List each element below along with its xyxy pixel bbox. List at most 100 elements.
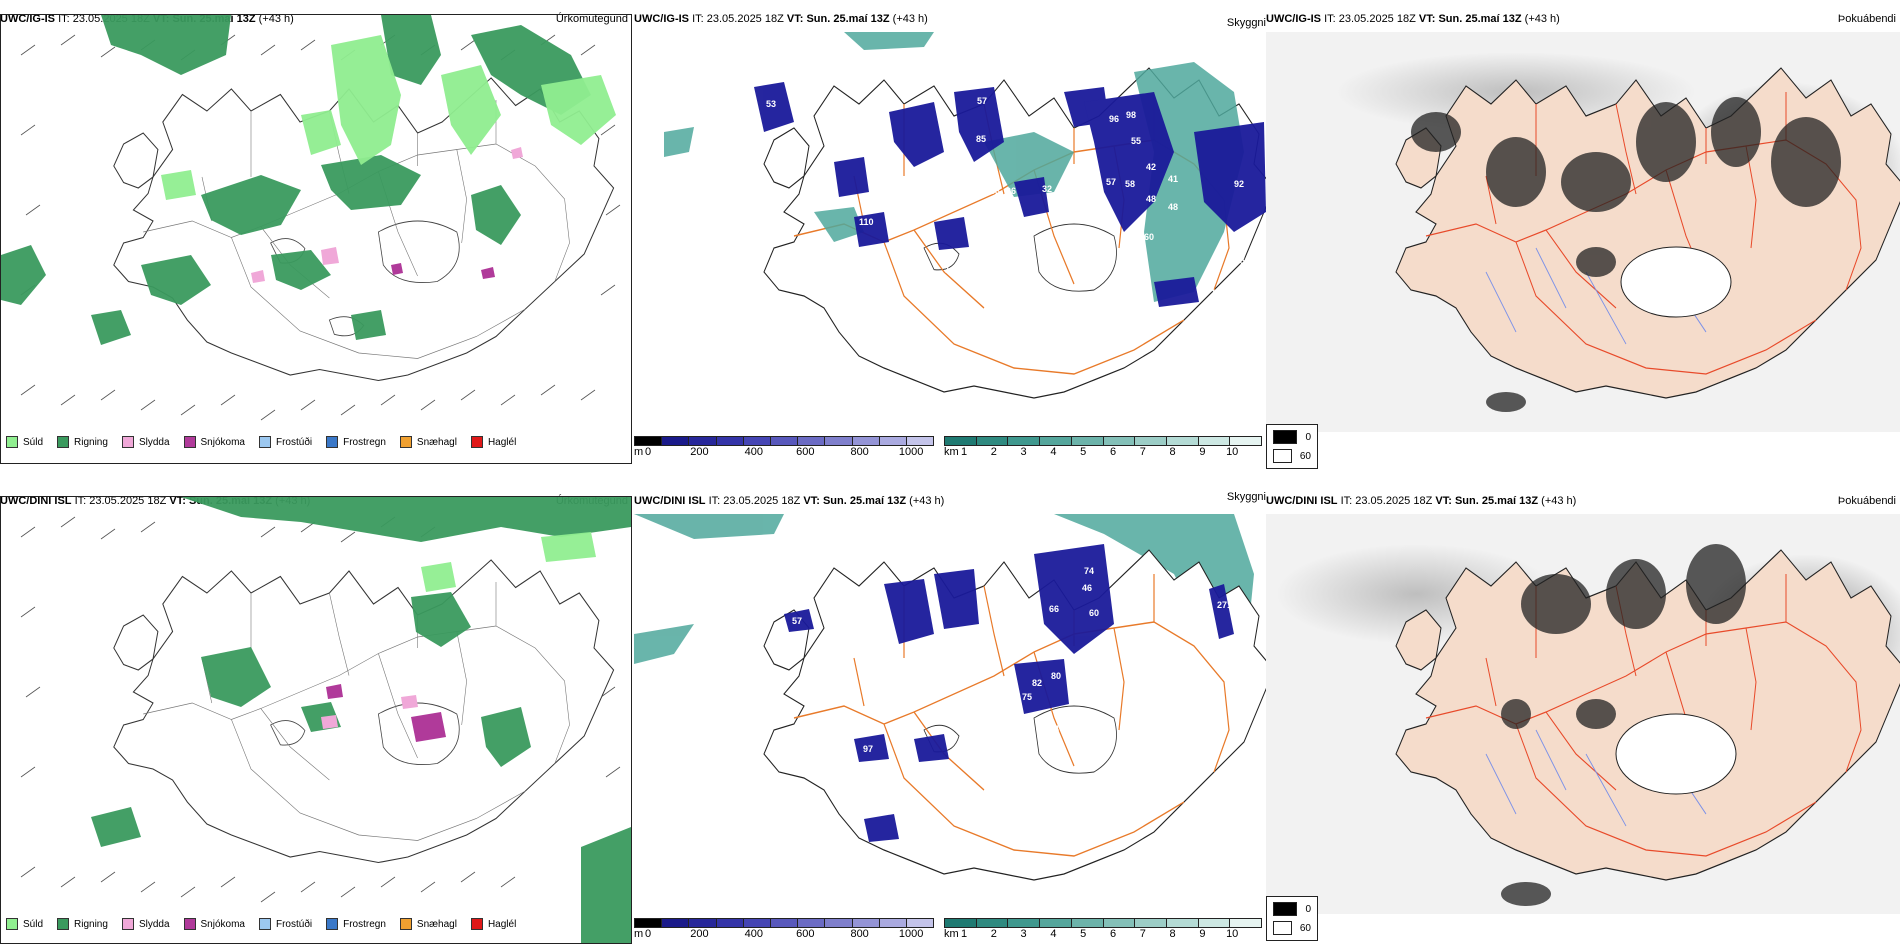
vis-colorbar-cell xyxy=(1166,919,1199,927)
legend-item-sleet: Slydda xyxy=(121,918,170,930)
precip-map-svg xyxy=(1,15,621,421)
vis-colorbar-cell xyxy=(1166,437,1199,445)
vis-label: 60 xyxy=(1144,232,1154,242)
precip-map xyxy=(0,14,632,464)
visibility-map: 57 74 46 91 60 66 271 207 69 55 76 90 53… xyxy=(634,514,1266,914)
vis-colorbar-cell xyxy=(1230,919,1262,927)
legend-item-hail: Haglél xyxy=(470,436,516,448)
vis-label: 48 xyxy=(1146,194,1156,204)
vis-label: 90 xyxy=(975,636,985,646)
ceiling-colorbar-cell xyxy=(770,919,799,927)
ceiling-colorbar-cell xyxy=(689,437,717,445)
fog-legend-item: 0 xyxy=(1273,430,1311,444)
vis-label: 96 xyxy=(1109,114,1119,124)
vis-label: 57 xyxy=(792,616,802,626)
panel-visibility-bottom: UWC/DINI ISL IT: 23.05.2025 18Z VT: Sun.… xyxy=(634,491,1266,946)
vis-label: 98 xyxy=(1126,110,1136,120)
vis-label: 41 xyxy=(1168,174,1178,184)
precip-legend: Súld Rigning Slydda Snjókoma Frostúði Fr… xyxy=(6,436,516,448)
vis-label: 132 xyxy=(1211,288,1226,298)
ceiling-colorbar-cell xyxy=(825,437,853,445)
ceiling-colorbar: m 0 200 400 600 800 1000 xyxy=(634,436,934,458)
drizzle-areas xyxy=(421,532,596,592)
panel-fog-top: UWC/IG-IS IT: 23.05.2025 18Z VT: Sun. 25… xyxy=(1266,12,1900,469)
fog-legend-item: 60 xyxy=(1273,449,1311,463)
vis-colorbar-cell xyxy=(945,919,977,927)
vis-label: 55 xyxy=(1131,136,1141,146)
panel-fog-bottom: UWC/DINI ISL IT: 23.05.2025 18Z VT: Sun.… xyxy=(1266,494,1900,946)
ceiling-colorbar-cell xyxy=(635,437,663,445)
fog-legend-item: 60 xyxy=(1273,921,1311,935)
vis-label: 207 xyxy=(1239,634,1254,644)
legend-item-rain: Rigning xyxy=(57,436,108,448)
panel-title: UWC/DINI ISL IT: 23.05.2025 18Z VT: Sun.… xyxy=(634,495,945,507)
snow-areas xyxy=(391,263,495,279)
panel-title: UWC/DINI ISL IT: 23.05.2025 18Z VT: Sun.… xyxy=(1266,495,1577,507)
vis-label: 271 xyxy=(1217,600,1232,610)
wind-barbs xyxy=(20,516,621,903)
panel-title: UWC/IG-IS IT: 23.05.2025 18Z VT: Sun. 25… xyxy=(634,13,928,25)
vis-label: 48 xyxy=(1168,202,1178,212)
vis-areas xyxy=(634,514,1254,694)
panel-name: Skyggni xyxy=(1226,17,1266,29)
vis-label: 93 xyxy=(992,271,1002,281)
fog-legend: 0 60 xyxy=(1266,424,1318,469)
vis-label: 53 xyxy=(990,186,1000,196)
ceiling-colorbar-cell xyxy=(743,437,771,445)
ceiling-colorbar-cell xyxy=(662,919,690,927)
vis-label: 96 xyxy=(1006,186,1016,196)
legend-item-hail: Haglél xyxy=(470,918,516,930)
fog-legend-item: 0 xyxy=(1273,902,1311,916)
sleet-areas xyxy=(321,695,418,729)
vis-label: 87 xyxy=(930,766,940,776)
vis-labels: 53 57 96 98 55 42 92 145 132 57 58 41 48… xyxy=(766,96,1245,332)
vis-colorbar-cell xyxy=(1198,437,1231,445)
vis-label: 75 xyxy=(1022,692,1032,702)
visibility-colorbar: km 1 2 3 4 5 6 7 8 9 10 xyxy=(944,918,1262,940)
legend-item-drizzle: Súld xyxy=(6,918,43,930)
vis-label: 98 xyxy=(989,718,999,728)
vis-label: 53 xyxy=(1044,634,1054,644)
panel-name: Þokuábendi xyxy=(1837,13,1896,25)
ceiling-colorbar-cell xyxy=(770,437,799,445)
vis-label: 57 xyxy=(977,96,987,106)
visibility-colorbar: km 1 2 3 4 5 6 7 8 9 10 xyxy=(944,436,1262,458)
precip-legend: Súld Rigning Slydda Snjókoma Frostúði Fr… xyxy=(6,918,516,930)
fog-patches xyxy=(1411,97,1841,412)
panel-precip-type-top: UWC/IG-IS IT: 23.05.2025 18Z VT: Sun. 25… xyxy=(0,12,634,464)
vis-label: 74 xyxy=(1084,566,1094,576)
vis-label: 53 xyxy=(766,99,776,109)
visibility-map-svg: 57 74 46 91 60 66 271 207 69 55 76 90 53… xyxy=(634,514,1266,881)
vis-colorbar-cell xyxy=(1103,919,1136,927)
fog-patches xyxy=(1501,544,1746,906)
ceiling-colorbar-cell xyxy=(716,437,744,445)
vis-label: 13 xyxy=(1118,322,1128,332)
vis-label: 91 xyxy=(1120,588,1130,598)
vis-label: 55 xyxy=(924,638,934,648)
legend-item-sleet: Slydda xyxy=(121,436,170,448)
ceiling-colorbar-cell xyxy=(798,437,826,445)
vis-label: 110 xyxy=(859,217,874,227)
ceiling-colorbar-cell xyxy=(852,437,880,445)
ceiling-colorbar-cell xyxy=(716,919,744,927)
sleet-areas xyxy=(251,147,523,283)
vis-label: 82 xyxy=(1032,678,1042,688)
panel-title: UWC/IG-IS IT: 23.05.2025 18Z VT: Sun. 25… xyxy=(1266,13,1560,25)
vis-label: 57 xyxy=(1106,177,1116,187)
vis-colorbar-cell xyxy=(1040,919,1072,927)
fog-map xyxy=(1266,32,1900,432)
ceiling-colorbar-cell xyxy=(879,919,907,927)
vis-label: 66 xyxy=(1049,604,1059,614)
vis-label: 42 xyxy=(1146,162,1156,172)
ceiling-areas xyxy=(754,82,1266,307)
vis-label: 133 xyxy=(945,265,960,275)
ceiling-colorbar-cell xyxy=(743,919,771,927)
ceiling-colorbar-cell xyxy=(879,437,907,445)
legend-item-freezing-drizzle: Frostúði xyxy=(258,918,312,930)
legend-item-freezing-rain: Frostregn xyxy=(326,436,386,448)
vis-label: 71 xyxy=(898,256,908,266)
legend-item-freezing-rain: Frostregn xyxy=(326,918,386,930)
legend-item-snow: Snjókoma xyxy=(183,436,245,448)
vis-colorbar-cell xyxy=(976,919,1009,927)
vis-label: 10 xyxy=(991,256,1001,266)
